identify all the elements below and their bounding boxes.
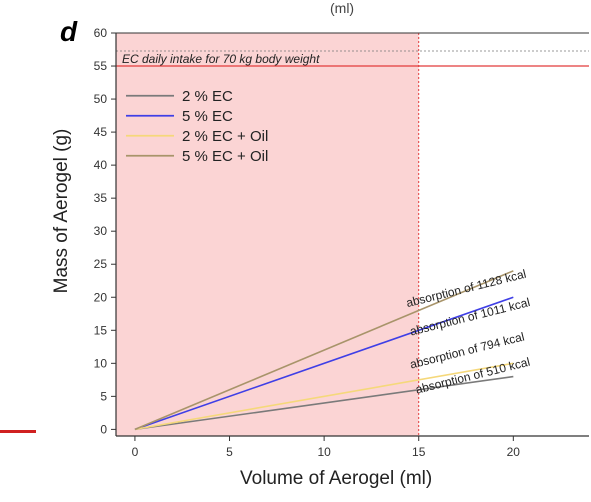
- y-tick-label: 15: [94, 323, 108, 337]
- limit-label: EC daily intake for 70 kg body weight: [122, 52, 320, 66]
- series-line-2: [134, 296, 514, 431]
- y-tick-label: 50: [94, 92, 108, 106]
- panel-label: d: [60, 16, 78, 47]
- x-tick-label: 5: [226, 445, 233, 459]
- y-tick-label: 30: [94, 224, 108, 238]
- series-line-1: [134, 375, 514, 431]
- x-tick-label: 0: [132, 445, 139, 459]
- y-tick-label: 10: [94, 356, 108, 370]
- y-tick-label: 60: [94, 26, 108, 40]
- y-tick-label: 0: [100, 422, 107, 436]
- legend-label-1: 2 % EC: [182, 88, 233, 105]
- y-tick-label: 25: [94, 257, 108, 271]
- top-clipped-text: (ml): [330, 0, 355, 16]
- y-tick-label: 5: [100, 389, 107, 403]
- series-line-4: [134, 270, 514, 431]
- x-tick-label: 10: [317, 445, 331, 459]
- shaded-region: [116, 33, 419, 436]
- y-tick-label: 40: [94, 158, 108, 172]
- x-tick-label: 15: [412, 445, 426, 459]
- side-red-mark: [0, 430, 36, 433]
- y-tick-label: 45: [94, 125, 108, 139]
- legend-label-4: 5 % EC + Oil: [182, 148, 268, 165]
- y-tick-label: 20: [94, 290, 108, 304]
- legend-label-2: 5 % EC: [182, 108, 233, 125]
- series-line-3: [134, 362, 514, 431]
- legend-label-3: 2 % EC + Oil: [182, 128, 268, 145]
- y-tick-label: 55: [94, 59, 108, 73]
- y-tick-label: 35: [94, 191, 108, 205]
- x-axis-title: Volume of Aerogel (ml): [240, 468, 433, 489]
- x-tick-label: 20: [507, 445, 521, 459]
